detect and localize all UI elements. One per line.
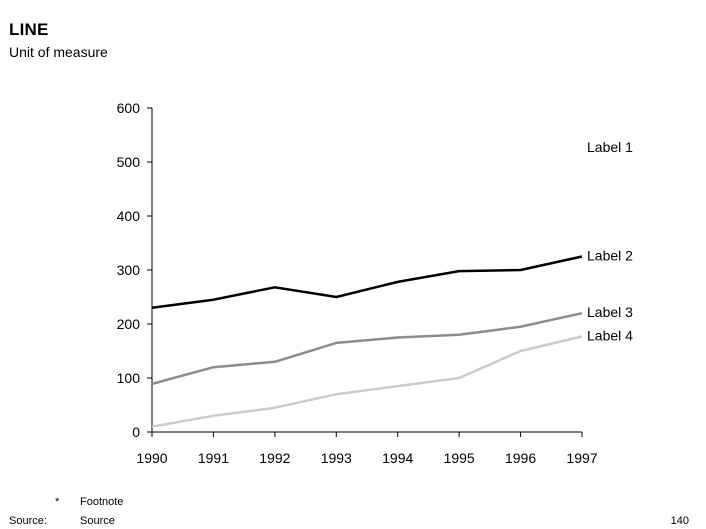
page-number: 140 xyxy=(670,515,689,527)
chart-axes: 0 100 200 300 400 500 600 1990 1991 1992 1993 1994 1… xyxy=(117,100,598,466)
x-tick-label: 1993 xyxy=(321,450,352,466)
series-label: Label 2 xyxy=(587,248,633,264)
source-label: Source: xyxy=(9,515,47,527)
series-line xyxy=(151,335,583,428)
chart-title: LINE xyxy=(9,20,49,39)
x-tick-label: 1990 xyxy=(136,450,167,466)
y-tick-label: 100 xyxy=(117,370,141,386)
series-labels: Label 2 Label 3 Label 4 Label 1 xyxy=(587,139,633,343)
x-tick-label: 1997 xyxy=(566,450,597,466)
chart-subtitle: Unit of measure xyxy=(9,44,108,60)
x-tick-label: 1994 xyxy=(382,450,413,466)
annotation-label: Label 1 xyxy=(587,139,633,155)
chart-series xyxy=(151,255,583,428)
footnote-mark: * xyxy=(55,496,60,508)
series-label: Label 4 xyxy=(587,327,633,343)
series-line xyxy=(151,255,583,310)
y-tick-label: 500 xyxy=(117,154,141,170)
x-tick-label: 1995 xyxy=(444,450,475,466)
series-label: Label 3 xyxy=(587,304,633,320)
series-line xyxy=(151,311,583,386)
y-tick-label: 300 xyxy=(117,262,141,278)
x-tick-label: 1991 xyxy=(198,450,229,466)
y-tick-label: 0 xyxy=(132,424,140,440)
y-tick-label: 200 xyxy=(117,316,141,332)
source-text: Source xyxy=(80,515,115,527)
y-tick-label: 600 xyxy=(117,100,141,116)
x-tick-label: 1992 xyxy=(259,450,290,466)
y-tick-label: 400 xyxy=(117,208,141,224)
footnote-text: Footnote xyxy=(80,496,124,508)
x-tick-label: 1996 xyxy=(505,450,536,466)
